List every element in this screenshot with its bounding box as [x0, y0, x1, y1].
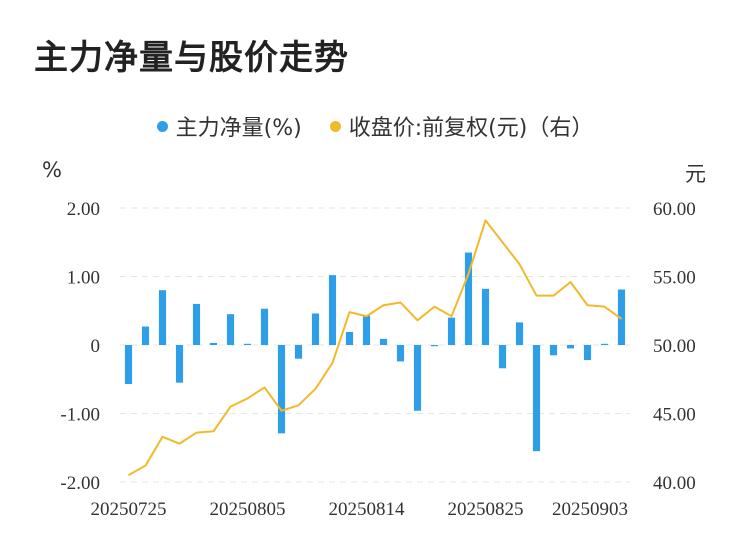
bar [549, 345, 558, 356]
chart-title: 主力净量与股价走势 [34, 38, 349, 78]
legend: 主力净量(%) 收盘价:前复权(元)（右） [0, 110, 750, 142]
x-tick-label: 20250814 [329, 499, 406, 520]
y-right-tick-label: 60.00 [653, 199, 696, 220]
bar [345, 331, 354, 345]
bar [515, 322, 524, 345]
legend-dot-icon [156, 120, 168, 132]
bar [192, 303, 201, 345]
bar [124, 345, 133, 385]
y-left-tick-label: -1.00 [60, 405, 100, 426]
bar [464, 252, 473, 345]
bar [617, 289, 626, 345]
bar [362, 315, 371, 345]
y-right-tick-label: 45.00 [653, 405, 696, 426]
bar [294, 345, 303, 359]
legend-label-close-price: 收盘价:前复权(元)（右） [348, 116, 594, 141]
bar [396, 345, 405, 362]
x-tick-label: 20250805 [210, 499, 286, 520]
bar [260, 308, 269, 345]
y-left-tick-label: 1.00 [67, 268, 100, 289]
left-axis-unit: % [42, 158, 62, 182]
y-right-tick-label: 55.00 [653, 268, 696, 289]
x-tick-label: 20250725 [91, 499, 167, 520]
x-tick-label: 20250903 [552, 499, 628, 520]
legend-item-close-price[interactable]: 收盘价:前复权(元)（右） [329, 110, 594, 142]
bar [379, 338, 388, 345]
bar [175, 345, 184, 383]
bar [158, 290, 167, 345]
bar [600, 343, 609, 345]
legend-label-net-volume: 主力净量(%) [175, 116, 302, 141]
price-line [128, 219, 623, 477]
bar [532, 345, 541, 452]
x-tick-label: 20250825 [448, 499, 524, 520]
bar [226, 314, 235, 345]
bar [209, 342, 218, 345]
legend-item-net-volume[interactable]: 主力净量(%) [156, 110, 302, 142]
bar [566, 345, 575, 349]
bar [498, 345, 507, 369]
bar [413, 345, 422, 411]
y-left-tick-label: -2.00 [60, 473, 100, 494]
legend-dot-icon [329, 120, 341, 132]
bar [243, 343, 252, 345]
bar [481, 288, 490, 345]
bar [447, 317, 456, 345]
y-left-tick-label: 2.00 [67, 199, 100, 220]
bar [430, 345, 439, 347]
bar [583, 345, 592, 361]
y-left-tick-label: 0 [91, 336, 101, 357]
right-axis-unit: 元 [685, 162, 706, 186]
bar [277, 345, 286, 434]
y-right-tick-label: 40.00 [653, 473, 696, 494]
bar [328, 275, 337, 345]
y-right-tick-label: 50.00 [653, 336, 696, 357]
bar [311, 313, 320, 345]
bar [141, 326, 150, 345]
